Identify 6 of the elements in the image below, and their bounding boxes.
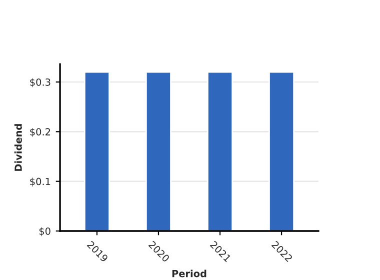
x-axis-title: Period — [172, 270, 206, 278]
y-tick-label: $0.3 — [30, 78, 50, 88]
y-tick-label: $0.1 — [30, 178, 50, 186]
y-tick-label: $0 — [39, 227, 50, 236]
y-axis-title: Dividend — [14, 124, 22, 171]
y-tick-label: $0.2 — [30, 128, 50, 137]
